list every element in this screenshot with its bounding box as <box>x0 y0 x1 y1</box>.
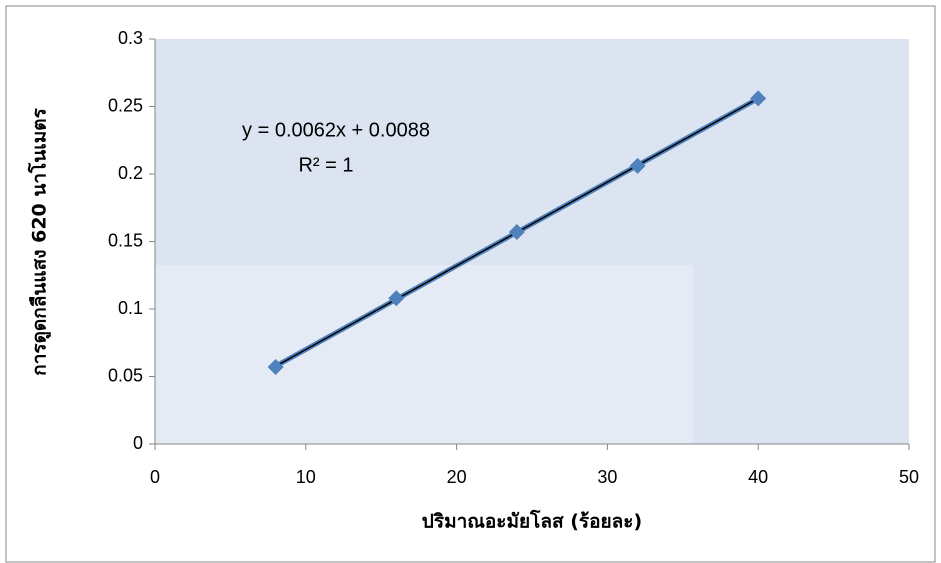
y-tick-label: 0.15 <box>108 230 143 250</box>
y-axis-title: การดูดกลืนแสง 620 นาโนเมตร <box>28 107 52 375</box>
plot-layer: 0 0.05 0.1 0.15 0.2 0.25 0.3 0 10 20 30 40 50 <box>108 28 919 487</box>
point <box>267 359 284 376</box>
x-tick-label: 20 <box>447 467 467 487</box>
y-tick-label: 0.25 <box>108 95 143 115</box>
equation: y = 0.0062x + 0.0088 <box>242 119 430 141</box>
y-tick-label: 0 <box>133 433 143 453</box>
point <box>388 290 405 307</box>
point <box>750 90 767 107</box>
x-axis-title: ปริมาณอะมัยโลส (ร้อยละ) <box>422 510 642 533</box>
point <box>508 224 525 241</box>
x-tick-label: 30 <box>597 467 617 487</box>
r-squared: R² = 1 <box>298 154 353 176</box>
y-tick-label: 0.1 <box>118 298 143 318</box>
y-tick-label: 0.2 <box>118 163 143 183</box>
x-tick-label: 0 <box>150 467 160 487</box>
x-tick-label: 40 <box>748 467 768 487</box>
x-tick-label: 50 <box>899 467 919 487</box>
y-tick-label: 0.05 <box>108 365 143 385</box>
y-tick-label: 0.3 <box>118 28 143 48</box>
watermark-area <box>155 265 693 444</box>
point <box>629 157 646 174</box>
x-tick-label: 10 <box>296 467 316 487</box>
